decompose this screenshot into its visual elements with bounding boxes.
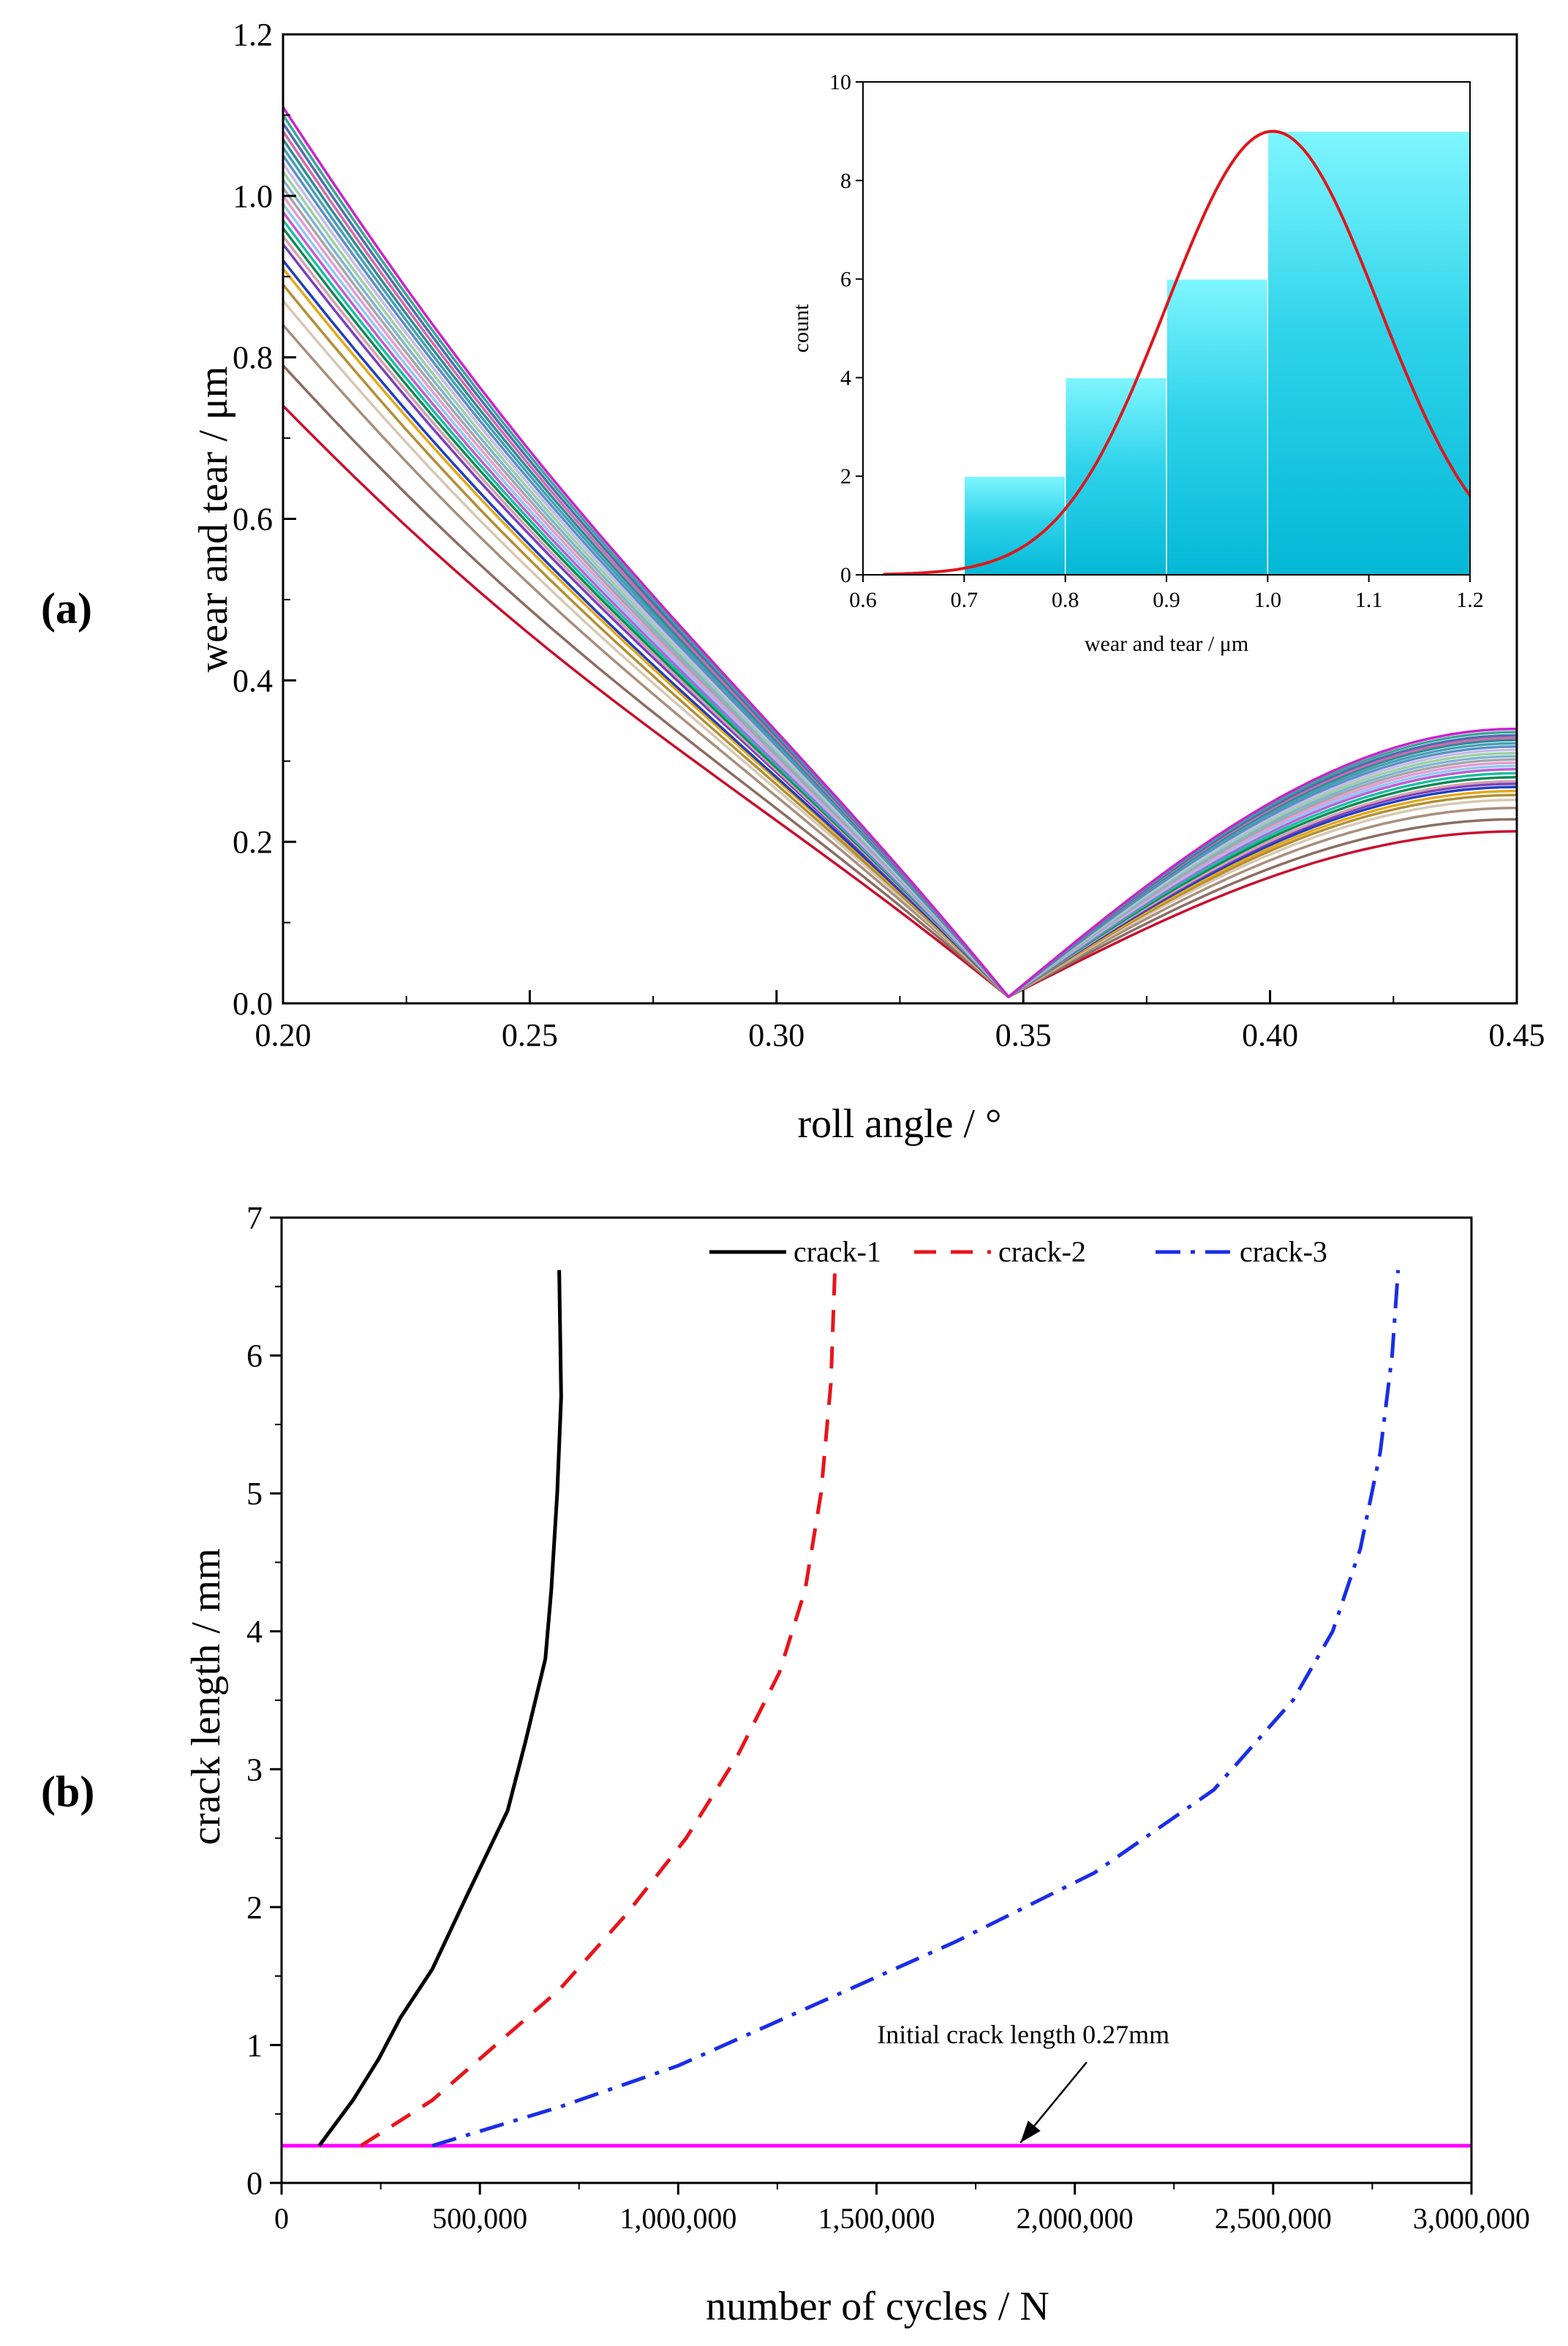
chart-a-x-tick-label: 0.40 (1242, 1017, 1298, 1053)
inset-bar (1166, 278, 1269, 576)
chart-a-y-tick-label: 0.8 (233, 340, 273, 376)
chart-b-x-axis-label: number of cycles / N (706, 2284, 1049, 2329)
chart-a-inset: 0.6 0.7 0.8 0.9 1.0 1.1 1.2 0 2 4 6 8 10 wear and t… (789, 70, 1484, 656)
chart-b-x-tick-label: 3,000,000 (1413, 2202, 1530, 2235)
inset-y-tick-label: 2 (840, 464, 851, 489)
inset-y-ticks: 0 2 4 6 8 10 (829, 70, 863, 587)
chart-a-x-tick-label: 0.25 (502, 1017, 558, 1053)
inset-y-tick-label: 0 (840, 563, 851, 587)
chart-a-x-ticks: 0.20 0.25 0.30 0.35 0.40 0.45 (255, 990, 1545, 1053)
chart-a-y-tick-label: 1.2 (233, 17, 273, 53)
inset-x-tick-label: 0.7 (951, 588, 979, 612)
chart-a-series-line (282, 106, 1518, 998)
chart-b-x-tick-label: 2,500,000 (1215, 2202, 1332, 2235)
panel-b-label: (b) (41, 1768, 94, 1816)
legend-label-crack-2: crack-2 (998, 1235, 1086, 1268)
chart-b-y-tick-label: 1 (246, 2027, 263, 2063)
chart-b-series-group (317, 1270, 1401, 2148)
chart-b-y-tick-label: 5 (246, 1476, 263, 1512)
chart-a-series-group (282, 106, 1518, 998)
legend-label-crack-3: crack-3 (1240, 1235, 1327, 1268)
annotation-arrowhead (1020, 2120, 1041, 2143)
inset-y-axis-label: count (789, 303, 813, 352)
inset-bar (1267, 130, 1471, 576)
inset-x-ticks: 0.6 0.7 0.8 0.9 1.0 1.1 1.2 (849, 575, 1484, 612)
chart-b-y-tick-label: 2 (246, 1890, 263, 1926)
chart-a-y-ticks: 0.0 0.2 0.4 0.6 0.8 1.0 1.2 (233, 17, 296, 1022)
panel-b: (b) 0 500,000 1,000,000 1,500,000 2,000,000 2… (41, 1200, 1530, 2329)
chart-b-x-ticks: 0 500,000 1,000,000 1,500,000 2,000,000 2,500… (274, 2183, 1530, 2235)
inset-x-tick-label: 1.0 (1254, 588, 1282, 612)
inset-x-tick-label: 0.9 (1153, 588, 1180, 612)
chart-a-x-axis-label: roll angle / ° (798, 1101, 1002, 1147)
chart-a-x-tick-label: 0.30 (748, 1017, 804, 1053)
legend-label-crack-1: crack-1 (794, 1235, 881, 1268)
chart-b-y-ticks: 0 1 2 3 4 5 6 7 (246, 1200, 282, 2201)
inset-bar (1064, 377, 1167, 576)
chart-b-y-tick-label: 7 (246, 1200, 263, 1236)
panel-a-label: (a) (41, 584, 92, 633)
chart-b-y-tick-label: 4 (246, 1614, 263, 1650)
chart-a-y-tick-label: 0.2 (233, 824, 273, 860)
chart-b-x-tick-label: 1,000,000 (619, 2202, 736, 2235)
inset-x-tick-label: 0.6 (849, 588, 877, 612)
chart-a-y-tick-label: 0.0 (233, 986, 273, 1022)
annotation-text: Initial crack length 0.27mm (877, 2020, 1169, 2049)
chart-a-y-tick-label: 0.6 (233, 502, 273, 538)
annotation: Initial crack length 0.27mm (877, 2020, 1169, 2143)
inset-y-tick-label: 8 (840, 169, 851, 193)
inset-x-tick-label: 1.1 (1355, 588, 1383, 612)
chart-b-y-tick-label: 0 (246, 2165, 263, 2201)
chart-a-y-tick-label: 0.4 (233, 663, 273, 698)
chart-a-y-tick-label: 1.0 (233, 178, 273, 214)
inset-y-tick-label: 6 (840, 268, 851, 292)
chart-b-series-crack-1 (317, 1270, 563, 2147)
chart-a-x-tick-label: 0.35 (995, 1017, 1052, 1053)
inset-x-axis-label: wear and tear / μm (1085, 632, 1248, 656)
inset-fit-curve (883, 129, 1471, 576)
chart-b-y-axis-label: crack length / mm (184, 1548, 229, 1845)
chart-b-y-tick-label: 6 (246, 1338, 263, 1374)
chart-b-series-crack-2 (360, 1270, 837, 2148)
chart-b-x-tick-label: 0 (274, 2202, 289, 2235)
chart-a-x-tick-label: 0.20 (255, 1017, 312, 1053)
inset-y-tick-label: 4 (840, 366, 851, 390)
chart-a-x-tick-label: 0.45 (1489, 1017, 1545, 1053)
chart-b-y-tick-label: 3 (246, 1751, 263, 1787)
chart-a-y-axis-label: wear and tear / μm (191, 366, 236, 673)
panel-a: (a) 0.20 0.25 0.30 0.35 0.40 0.45 0.00.20.40.… (41, 17, 1545, 1147)
chart-b-series-crack-3 (431, 1270, 1401, 2148)
chart-b-x-tick-label: 2,000,000 (1017, 2202, 1134, 2235)
chart-b-x-tick-label: 1,500,000 (818, 2202, 935, 2235)
chart-b-legend: crack-1 crack-2 crack-3 (709, 1235, 1327, 1268)
inset-x-tick-label: 0.8 (1052, 588, 1079, 612)
chart-b-x-tick-label: 500,000 (432, 2202, 527, 2235)
inset-x-tick-label: 1.2 (1456, 588, 1484, 612)
inset-y-tick-label: 10 (829, 70, 851, 94)
